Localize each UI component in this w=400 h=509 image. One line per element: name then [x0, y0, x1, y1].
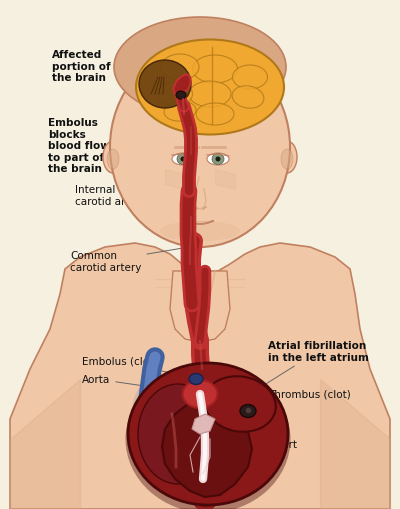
Ellipse shape: [207, 154, 229, 165]
Polygon shape: [10, 243, 390, 509]
Text: Affected
portion of
the brain: Affected portion of the brain: [52, 50, 159, 83]
Ellipse shape: [158, 83, 192, 107]
Ellipse shape: [128, 363, 288, 505]
Ellipse shape: [138, 384, 218, 484]
Ellipse shape: [172, 154, 194, 165]
Ellipse shape: [182, 380, 218, 408]
Polygon shape: [192, 414, 215, 434]
Polygon shape: [170, 271, 230, 343]
Ellipse shape: [136, 40, 284, 135]
Text: Aorta: Aorta: [82, 374, 197, 394]
Text: Embolus (clot): Embolus (clot): [82, 356, 193, 379]
Ellipse shape: [232, 87, 264, 109]
Text: Heart: Heart: [245, 439, 297, 450]
Ellipse shape: [103, 142, 123, 174]
Ellipse shape: [192, 56, 238, 84]
Ellipse shape: [281, 150, 293, 169]
Text: Thrombus (clot): Thrombus (clot): [251, 389, 351, 411]
Ellipse shape: [216, 157, 220, 162]
Ellipse shape: [176, 92, 186, 100]
Ellipse shape: [240, 405, 256, 418]
Ellipse shape: [277, 142, 297, 174]
Ellipse shape: [177, 154, 189, 165]
Text: Embolus
blocks
blood flow
to part of
the brain: Embolus blocks blood flow to part of the…: [48, 97, 178, 174]
Polygon shape: [162, 404, 252, 497]
Ellipse shape: [189, 374, 203, 385]
Ellipse shape: [132, 379, 178, 439]
Ellipse shape: [212, 154, 224, 165]
Ellipse shape: [189, 82, 231, 108]
Ellipse shape: [170, 215, 230, 240]
Ellipse shape: [126, 365, 290, 509]
Ellipse shape: [160, 221, 240, 242]
Ellipse shape: [139, 61, 191, 109]
Ellipse shape: [110, 48, 290, 247]
Ellipse shape: [164, 102, 196, 122]
Text: Atrial fibrillation
in the left atrium: Atrial fibrillation in the left atrium: [247, 341, 369, 395]
Ellipse shape: [107, 150, 119, 169]
Ellipse shape: [196, 104, 234, 126]
Text: Common
carotid artery: Common carotid artery: [70, 248, 186, 272]
Ellipse shape: [114, 18, 286, 118]
Ellipse shape: [180, 157, 186, 162]
Ellipse shape: [161, 55, 199, 81]
Ellipse shape: [232, 66, 268, 90]
Ellipse shape: [204, 377, 276, 432]
Text: Internal
carotid artery: Internal carotid artery: [75, 173, 186, 206]
